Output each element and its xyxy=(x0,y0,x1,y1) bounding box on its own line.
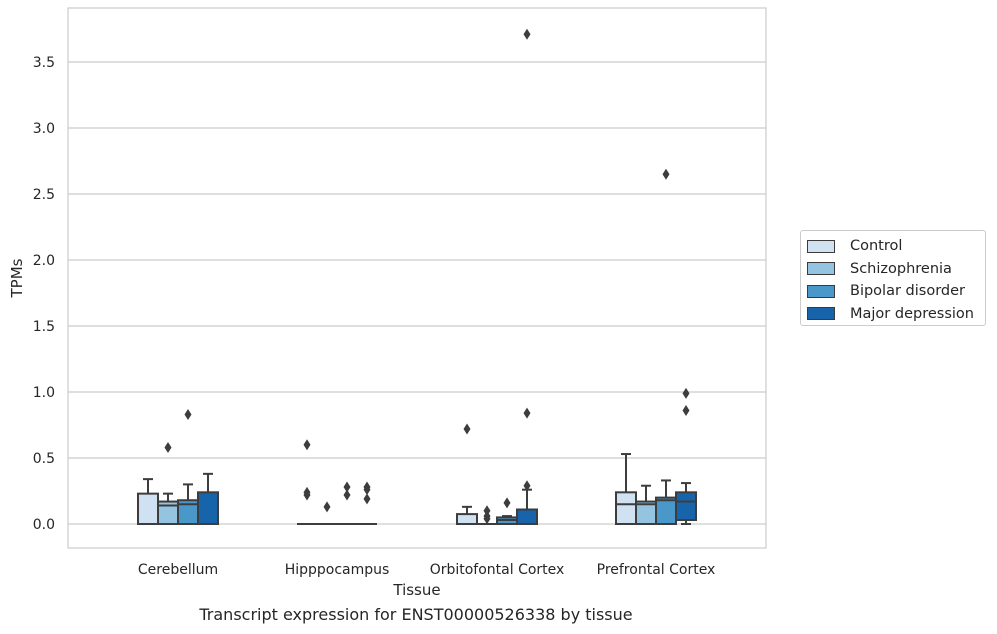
box-group xyxy=(456,423,478,525)
legend-swatch-bipolar-disorder xyxy=(807,284,835,298)
box-group xyxy=(177,408,199,525)
legend-item-bipolar-disorder: Bipolar disorder xyxy=(807,280,979,303)
outlier-point xyxy=(303,489,311,501)
box-group xyxy=(197,472,219,526)
grid-lines xyxy=(68,61,766,525)
plot-area-frame xyxy=(67,7,767,549)
y-tick-label: 1.0 xyxy=(33,385,55,401)
outlier-point xyxy=(523,407,531,419)
box-group xyxy=(516,28,538,526)
outlier-point xyxy=(184,408,192,420)
y-axis-label: TPMs xyxy=(8,258,26,298)
y-tick-label: 2.5 xyxy=(33,187,55,203)
legend-item-major-depression: Major depression xyxy=(807,303,979,326)
x-tick-labels: Cerebellum Hipppocampus Orbitofontal Corte… xyxy=(138,562,715,578)
box-group xyxy=(297,439,317,525)
x-tick-label: Prefrontal Cortex xyxy=(597,562,716,578)
y-tick-label: 0.0 xyxy=(33,517,55,533)
box xyxy=(137,492,159,526)
outlier-point xyxy=(523,28,531,40)
legend-swatch-schizophrenia xyxy=(807,262,835,276)
x-tick-label: Hipppocampus xyxy=(285,562,390,578)
box xyxy=(197,491,219,526)
y-tick-label: 3.5 xyxy=(33,55,55,71)
box-group xyxy=(317,501,337,525)
box-group xyxy=(635,484,657,525)
y-tick-label: 3.0 xyxy=(33,121,55,137)
legend-item-control: Control xyxy=(807,235,979,258)
outlier-point xyxy=(164,441,172,453)
box-group xyxy=(157,441,179,525)
box-marks xyxy=(137,28,697,526)
legend-swatch-control xyxy=(807,239,835,253)
outlier-point xyxy=(363,493,371,505)
y-tick-label: 1.5 xyxy=(33,319,55,335)
legend-swatch-major-depression xyxy=(807,307,835,321)
box xyxy=(655,496,677,526)
outlier-point xyxy=(343,489,351,501)
outlier-point xyxy=(343,481,351,493)
box-group xyxy=(357,481,377,525)
figure-caption: Transcript expression for ENST0000052633… xyxy=(199,605,633,624)
outlier-point xyxy=(323,501,331,513)
legend-label-bipolar-disorder: Bipolar disorder xyxy=(850,283,965,300)
legend: Control Schizophrenia Bipolar disorder M… xyxy=(800,230,986,326)
legend-label-major-depression: Major depression xyxy=(850,305,974,322)
outlier-point xyxy=(523,480,531,492)
box-group xyxy=(675,387,697,525)
legend-label-schizophrenia: Schizophrenia xyxy=(850,260,952,277)
box-group xyxy=(137,478,159,526)
legend-label-control: Control xyxy=(850,238,903,255)
box xyxy=(615,491,637,526)
box xyxy=(516,508,538,526)
box-group xyxy=(477,505,497,525)
x-axis-label: Tissue xyxy=(392,581,440,599)
y-tick-label: 2.0 xyxy=(33,253,55,269)
y-tick-labels: 0.0 0.5 1.0 1.5 2.0 2.5 3.0 3.5 xyxy=(33,55,55,533)
box-group xyxy=(615,453,637,526)
box xyxy=(675,491,697,522)
legend-item-schizophrenia: Schizophrenia xyxy=(807,258,979,281)
box-group xyxy=(655,168,677,526)
outlier-point xyxy=(682,404,690,416)
outlier-point xyxy=(363,484,371,496)
outlier-point xyxy=(463,423,471,435)
outlier-point xyxy=(303,439,311,451)
outlier-point xyxy=(682,387,690,399)
x-tick-label: Cerebellum xyxy=(138,562,218,578)
outlier-point xyxy=(483,513,491,525)
box xyxy=(456,513,478,525)
box-group xyxy=(496,497,518,526)
outlier-point xyxy=(662,168,670,180)
y-tick-label: 0.5 xyxy=(33,451,55,467)
outlier-point xyxy=(503,497,511,509)
x-tick-label: Orbitofontal Cortex xyxy=(430,562,565,578)
box-group xyxy=(337,481,357,525)
